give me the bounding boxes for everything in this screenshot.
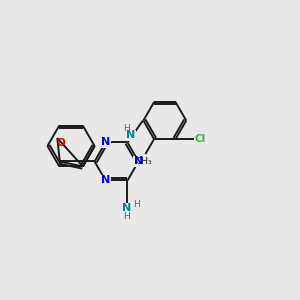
Text: Cl: Cl — [194, 134, 206, 144]
Text: H: H — [124, 212, 130, 220]
Text: N: N — [134, 157, 143, 166]
Text: N: N — [101, 137, 110, 148]
Text: O: O — [56, 138, 65, 148]
Text: CH₃: CH₃ — [136, 157, 152, 166]
Text: H: H — [133, 200, 140, 209]
Text: N: N — [101, 176, 110, 185]
Text: N: N — [126, 130, 135, 140]
Text: N: N — [122, 203, 132, 213]
Text: H: H — [123, 124, 130, 133]
